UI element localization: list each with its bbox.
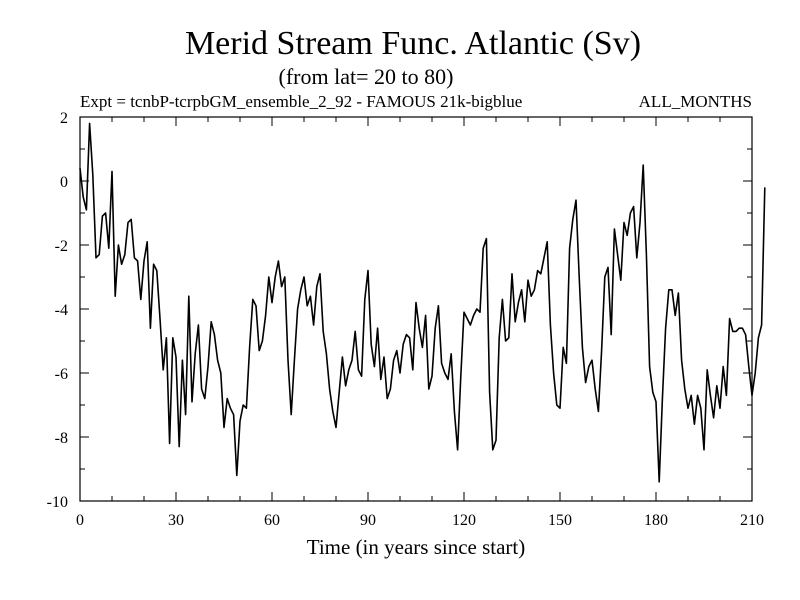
y-tick-label: -10 (47, 494, 68, 511)
y-tick-label: -6 (55, 366, 68, 383)
series-line (79, 122, 766, 483)
x-tick-label: 30 (168, 512, 184, 529)
months-label: ALL_MONTHS (639, 92, 752, 111)
experiment-label: Expt = tcnbP-tcrpbGM_ensemble_2_92 - FAM… (80, 92, 522, 111)
x-axis-label: Time (in years since start) (307, 535, 526, 559)
y-tick-label: 2 (60, 110, 68, 127)
chart-title: Merid Stream Func. Atlantic (Sv) (185, 25, 641, 62)
axis-ticks (79, 116, 753, 502)
y-tick-label: -8 (55, 430, 68, 447)
x-tick-label: 150 (548, 512, 572, 529)
x-tick-label: 180 (644, 512, 668, 529)
y-tick-labels: -10 -8 -6 -4 -2 0 2 (47, 110, 68, 511)
y-tick-label: -2 (55, 238, 68, 255)
y-tick-label: -4 (55, 302, 68, 319)
chart-subtitle: (from lat= 20 to 80) (279, 64, 454, 89)
x-tick-label: 120 (452, 512, 476, 529)
x-tick-label: 210 (740, 512, 764, 529)
x-tick-label: 60 (264, 512, 280, 529)
x-tick-label: 0 (76, 512, 84, 529)
y-tick-label: 0 (60, 174, 68, 191)
x-tick-labels: 0 30 60 90 120 150 180 210 (76, 512, 764, 529)
x-tick-label: 90 (360, 512, 376, 529)
